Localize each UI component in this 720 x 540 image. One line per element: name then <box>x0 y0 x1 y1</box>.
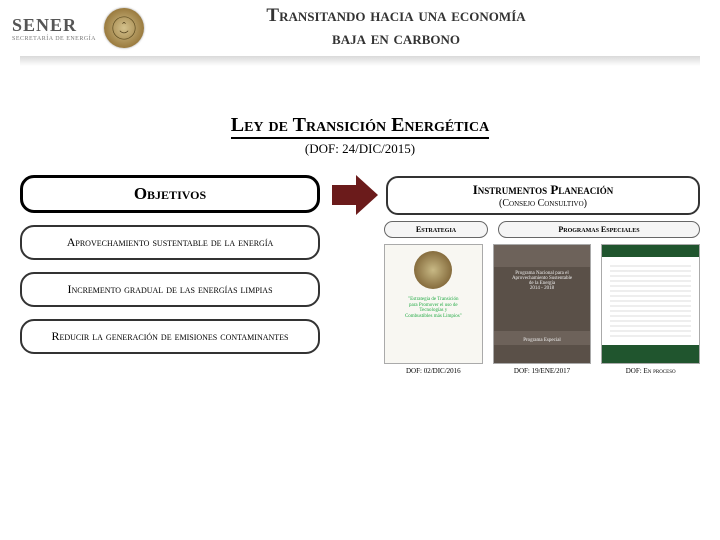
doc-pronase-image: Programa Nacional para el Aprovechamient… <box>493 244 592 364</box>
brand-subtitle: SECRETARÍA DE ENERGÍA <box>12 36 96 42</box>
document-thumb: Programa Nacional para el Aprovechamient… <box>493 244 592 375</box>
law-date: (DOF: 24/DIC/2015) <box>0 141 720 157</box>
slide: { "header": { "brand": "SENER", "brand_s… <box>0 0 720 540</box>
doc-inner-title: Programa Nacional para el Aprovechamient… <box>498 271 587 291</box>
category-programas: Programas Especiales <box>498 221 700 238</box>
law-title: Ley de Transición Energética <box>231 114 489 139</box>
instruments-header-row: Instrumentos Planeación (Consejo Consult… <box>332 175 700 215</box>
doc-caption: DOF: 19/ENE/2017 <box>493 367 592 375</box>
objective-item: Incremento gradual de las energías limpi… <box>20 272 320 307</box>
law-section: Ley de Transición Energética (DOF: 24/DI… <box>0 66 720 157</box>
doc-inner-sub: Programa Especial <box>498 338 587 343</box>
arrow-right-icon <box>332 175 378 215</box>
brand-text-block: SENER SECRETARÍA DE ENERGÍA <box>12 15 96 42</box>
title-line2: baja en carbono <box>332 28 460 49</box>
band <box>602 345 699 363</box>
doc-caption: DOF: En proceso <box>601 367 700 375</box>
documents-row: "Estrategia de Transición para Promover … <box>332 244 700 375</box>
instruments-column: Instrumentos Planeación (Consejo Consult… <box>332 175 700 375</box>
brand-name: SENER <box>12 15 96 36</box>
objectives-column: Objetivos Aprovechamiento sustentable de… <box>20 175 320 375</box>
slide-title: Transitando hacia una economía baja en c… <box>144 5 708 51</box>
doc-caption: DOF: 02/DIC/2016 <box>384 367 483 375</box>
content-row: Objetivos Aprovechamiento sustentable de… <box>0 175 720 375</box>
objective-item: Aprovechamiento sustentable de la energí… <box>20 225 320 260</box>
instruments-header-box: Instrumentos Planeación (Consejo Consult… <box>386 176 700 215</box>
doc-estrategia-image: "Estrategia de Transición para Promover … <box>384 244 483 364</box>
document-thumb: Plan Nacional de Desarrollo DOF: En proc… <box>601 244 700 375</box>
header-divider <box>20 56 700 66</box>
title-line1: Transitando hacia una economía <box>266 5 525 26</box>
instruments-title: Instrumentos Planeación <box>394 182 692 198</box>
document-thumb: "Estrategia de Transición para Promover … <box>384 244 483 375</box>
objective-item: Reducir la generación de emisiones conta… <box>20 319 320 354</box>
header: SENER SECRETARÍA DE ENERGÍA Transitando … <box>0 0 720 56</box>
seal-icon <box>414 251 452 289</box>
category-estrategia: Estrategia <box>384 221 488 238</box>
mexico-seal-icon <box>104 8 144 48</box>
band <box>602 245 699 257</box>
instruments-subtitle: (Consejo Consultivo) <box>394 198 692 209</box>
doc-inner-title: "Estrategia de Transición para Promover … <box>391 297 476 319</box>
doc-body-lines <box>610 265 691 339</box>
objectives-header: Objetivos <box>20 175 320 213</box>
brand-logo: SENER SECRETARÍA DE ENERGÍA <box>12 8 144 48</box>
doc-pnd-image: Plan Nacional de Desarrollo <box>601 244 700 364</box>
instrument-categories: Estrategia Programas Especiales <box>332 221 700 238</box>
band <box>494 245 591 267</box>
